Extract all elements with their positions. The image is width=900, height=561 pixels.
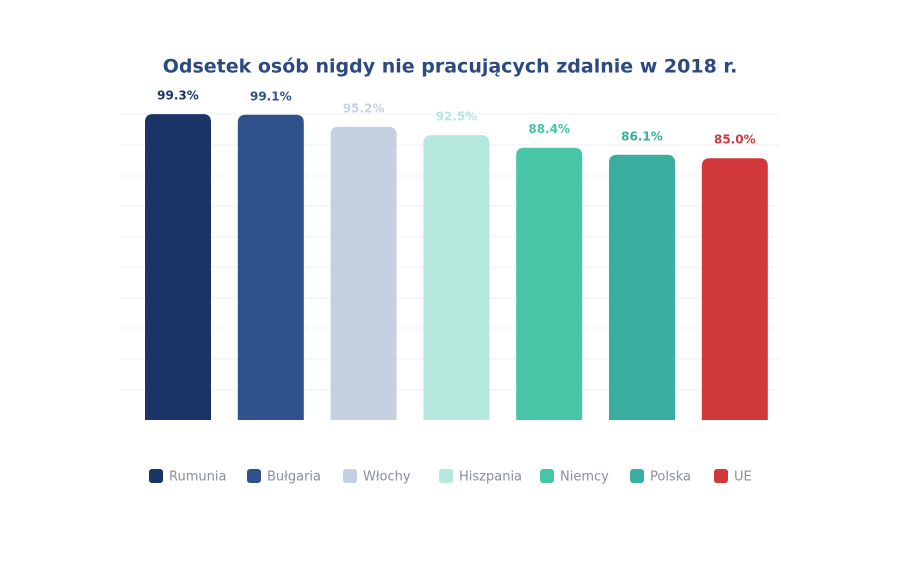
legend-label: Niemcy [560, 470, 609, 485]
legend-swatch [247, 469, 261, 483]
legend-swatch [343, 469, 357, 483]
value-label: 99.3% [157, 89, 199, 103]
value-label: 92.5% [436, 110, 478, 124]
value-label: 85.0% [714, 133, 756, 147]
legend-label: Polska [650, 470, 691, 485]
legend-swatch [630, 469, 644, 483]
bar [145, 114, 211, 420]
legend-label: UE [734, 470, 752, 485]
legend-swatch [714, 469, 728, 483]
value-label: 99.1% [250, 89, 292, 103]
chart-title: Odsetek osób nigdy nie pracujących zdaln… [163, 56, 738, 78]
bar [423, 135, 490, 420]
value-label: 95.2% [343, 101, 385, 115]
bar [609, 154, 675, 420]
legend-swatch [439, 469, 453, 483]
bar [237, 114, 304, 420]
legend-label: Rumunia [169, 470, 226, 485]
legend-label: Hiszpania [459, 470, 522, 485]
legend-swatch [149, 469, 163, 483]
legend-label: Włochy [363, 470, 411, 485]
value-label: 88.4% [528, 122, 570, 136]
value-label: 86.1% [621, 129, 663, 143]
bar [330, 126, 397, 420]
bar [701, 158, 768, 420]
bar [516, 147, 583, 420]
legend-label: Bułgaria [267, 470, 321, 485]
legend-swatch [540, 469, 554, 483]
